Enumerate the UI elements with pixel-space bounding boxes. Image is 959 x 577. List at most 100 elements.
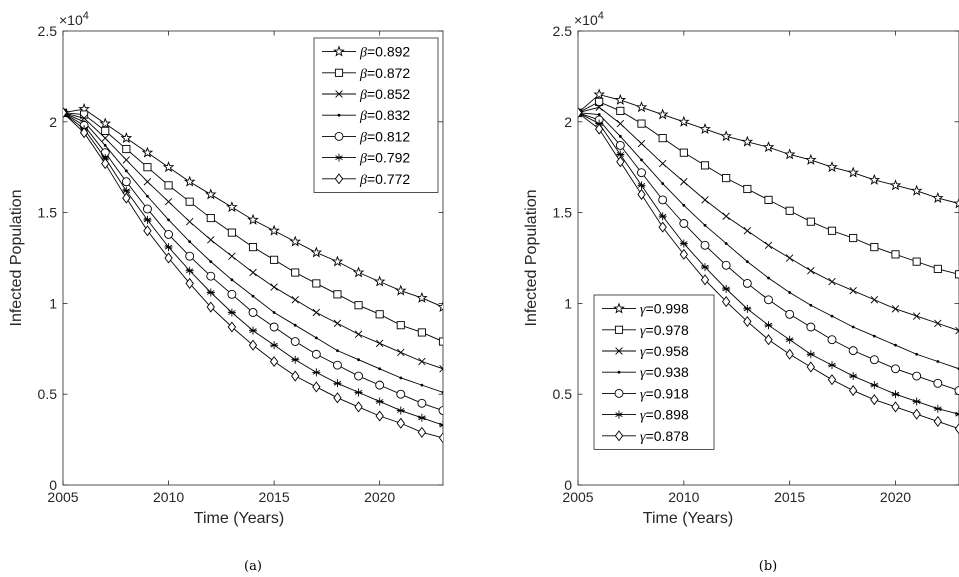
legend-entry: β=0.792 [322, 150, 410, 167]
legend-marker [613, 302, 625, 314]
data-point [207, 236, 215, 244]
data-point [785, 348, 794, 360]
data-point [206, 288, 215, 297]
x-axis-label: Time (Years) [643, 510, 733, 527]
series-group [578, 88, 959, 435]
x-tick-label: 2010 [668, 489, 699, 505]
data-point [742, 278, 752, 288]
data-point [63, 107, 68, 119]
data-point [357, 358, 360, 362]
data-point [290, 337, 300, 346]
data-point [333, 392, 342, 404]
legend-label: γ=0.918 [640, 385, 689, 402]
data-point [248, 308, 258, 317]
data-point [616, 119, 625, 128]
data-point [764, 321, 773, 330]
data-point [185, 251, 195, 261]
data-point [661, 182, 665, 185]
legend-marker [614, 430, 624, 442]
data-point [830, 314, 834, 318]
data-point [870, 243, 879, 252]
legend-entry: γ=0.958 [602, 343, 689, 360]
y-tick-label: 0.5 [38, 386, 58, 402]
legend-entry: γ=0.898 [602, 407, 689, 424]
data-point [851, 325, 855, 329]
y-tick-label: 1.5 [38, 205, 58, 221]
data-point [743, 184, 752, 194]
data-point [658, 159, 667, 168]
x-tick-label: 2015 [774, 489, 805, 505]
data-point [912, 312, 921, 320]
data-point [204, 188, 217, 200]
data-point [700, 274, 710, 286]
data-point [764, 295, 773, 305]
data-point [227, 289, 237, 299]
data-point [701, 196, 709, 204]
data-point [805, 153, 817, 165]
data-point [679, 239, 688, 248]
data-point [849, 372, 858, 381]
data-point [314, 336, 318, 340]
y-tick-label: 2.5 [553, 23, 573, 39]
data-point [785, 309, 795, 319]
data-point [101, 158, 110, 170]
legend-label: β=0.832 [359, 107, 410, 124]
x-tick-label: 2020 [880, 489, 911, 505]
data-point [162, 161, 175, 173]
data-point [248, 243, 258, 252]
data-point [228, 252, 236, 260]
legend-label: β=0.772 [359, 171, 410, 188]
legend-label: γ=0.958 [640, 343, 689, 360]
data-point [616, 150, 625, 159]
data-point [227, 228, 236, 237]
data-point [870, 381, 879, 390]
x-tick-label: 2005 [562, 489, 593, 505]
legend-entry: β=0.812 [322, 128, 410, 145]
plot-area [577, 30, 959, 486]
data-point [700, 240, 710, 250]
data-point [124, 169, 128, 173]
data-point [745, 260, 749, 264]
legend-entry: β=0.892 [322, 44, 410, 61]
data-point [206, 301, 215, 313]
data-point [143, 215, 152, 224]
legend-label: β=0.812 [359, 128, 410, 145]
data-point [785, 206, 794, 215]
data-point [336, 349, 339, 353]
data-point [291, 370, 300, 382]
data-point [637, 119, 646, 128]
data-point [678, 115, 690, 127]
data-point [658, 134, 667, 143]
legend-label: β=0.892 [359, 44, 410, 61]
data-point [249, 326, 257, 335]
data-point [806, 322, 816, 332]
data-point [849, 286, 857, 295]
data-point [658, 221, 667, 233]
data-point [743, 316, 752, 328]
data-point [227, 321, 237, 333]
data-point [269, 355, 279, 368]
data-point [420, 383, 424, 387]
data-point [828, 361, 836, 370]
data-point [354, 301, 363, 310]
data-point [614, 93, 627, 105]
data-point [270, 283, 278, 291]
legend-entry: γ=0.918 [602, 385, 689, 402]
legend-label: β=0.852 [359, 86, 410, 103]
data-point [915, 352, 919, 356]
plot-area [62, 30, 444, 486]
legend-label: γ=0.978 [640, 322, 689, 339]
x-tick-label: 2010 [153, 489, 184, 505]
legend-label: β=0.872 [359, 65, 410, 82]
data-point [788, 291, 792, 294]
figure-caption: (b) [759, 559, 777, 574]
data-point [164, 181, 173, 190]
data-point [122, 192, 131, 204]
data-point [375, 397, 384, 406]
data-point [891, 364, 900, 374]
data-point [640, 158, 643, 162]
figure-caption: (a) [244, 559, 262, 574]
data-point [720, 130, 732, 142]
legend-entry: β=0.872 [322, 65, 410, 82]
data-point [891, 305, 900, 313]
